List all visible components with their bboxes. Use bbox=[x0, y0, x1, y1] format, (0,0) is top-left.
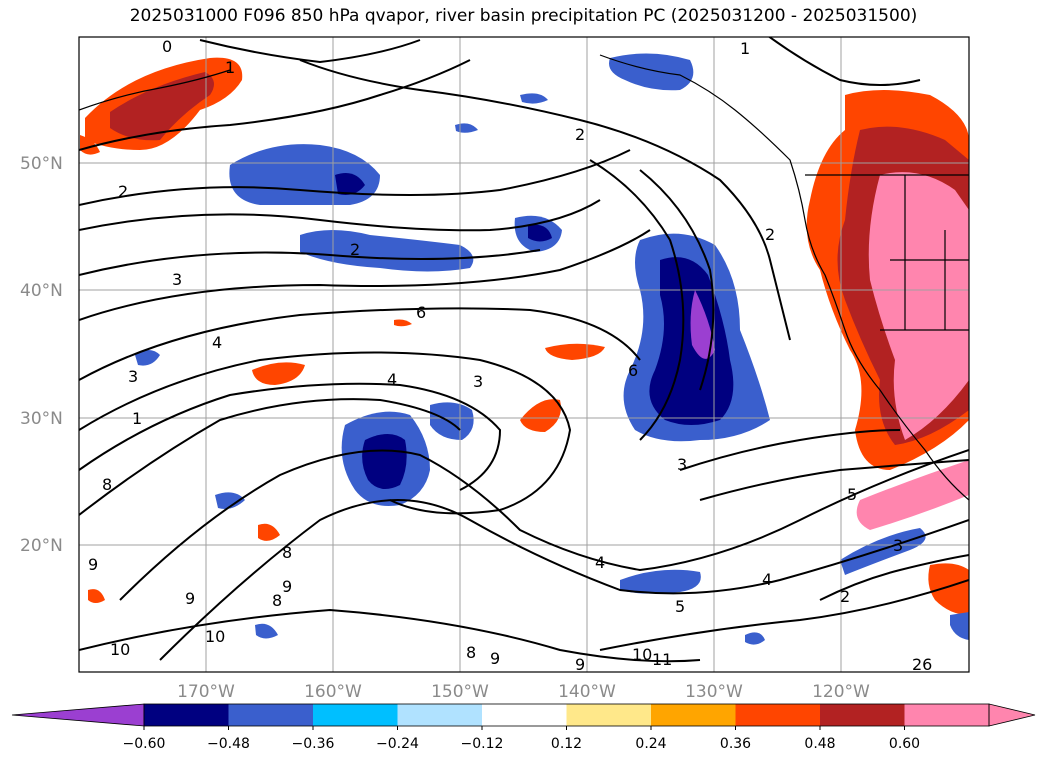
colorbar-segment bbox=[651, 704, 736, 726]
contour-label: 4 bbox=[762, 570, 772, 589]
coastlines bbox=[79, 54, 969, 501]
contour-label: 2 bbox=[840, 587, 850, 606]
contour-label: 2 bbox=[118, 182, 128, 201]
contour-label: 9 bbox=[185, 589, 195, 608]
contour-label: 1 bbox=[740, 39, 750, 58]
contour-label: 4 bbox=[212, 333, 222, 352]
contour-label: 9 bbox=[490, 649, 500, 668]
colorbar-max-arrow bbox=[988, 703, 1036, 727]
colorbar-tick-label: −0.12 bbox=[461, 736, 504, 752]
lat-label: 40°N bbox=[20, 281, 63, 301]
contour-label: 6 bbox=[416, 303, 426, 322]
contour-label: 9 bbox=[282, 577, 292, 596]
contour-label: 3 bbox=[677, 455, 687, 474]
map-panel: 0 1 1 2 2 2 2 3 3 3 4 4 6 6 3 4 5 5 4 3 … bbox=[79, 37, 969, 674]
contour-label: 2 bbox=[575, 125, 585, 144]
contour-label: 5 bbox=[675, 597, 685, 616]
colorbar-min-arrow bbox=[11, 703, 145, 727]
contour-label: 9 bbox=[575, 655, 585, 674]
colorbar: −0.60 −0.48 −0.36 −0.24 −0.12 0.12 0.24 0.36 0.4… bbox=[11, 703, 1036, 752]
contour-label: 8 bbox=[282, 543, 292, 562]
colorbar-segment bbox=[313, 704, 398, 726]
lat-label: 50°N bbox=[20, 154, 63, 174]
colorbar-segment bbox=[228, 704, 314, 726]
contour-label: 2 bbox=[350, 240, 360, 259]
qvapor-contours bbox=[79, 37, 969, 663]
colorbar-segment bbox=[904, 704, 990, 726]
lon-label: 130°W bbox=[685, 682, 743, 702]
colorbar-tick-label: 0.12 bbox=[551, 736, 582, 752]
colorbar-tick-label: 0.24 bbox=[635, 736, 666, 752]
colorbar-tick-label: 0.36 bbox=[720, 736, 751, 752]
contour-labels: 0 1 1 2 2 2 2 3 3 3 4 4 6 6 3 4 5 5 4 3 … bbox=[88, 37, 932, 674]
contour-label: 3 bbox=[172, 270, 182, 289]
contour-label: 6 bbox=[628, 361, 638, 380]
contour-label: 4 bbox=[595, 553, 605, 572]
contour-label: 0 bbox=[162, 37, 172, 56]
contour-label: 26 bbox=[912, 655, 932, 674]
contour-label: 10 bbox=[632, 645, 652, 664]
colorbar-segment bbox=[397, 704, 483, 726]
contour-label: 8 bbox=[102, 475, 112, 494]
lon-label: 160°W bbox=[304, 682, 362, 702]
map-title: 2025031000 F096 850 hPa qvapor, river ba… bbox=[129, 6, 918, 26]
contour-label: 4 bbox=[387, 370, 397, 389]
contour-label: 10 bbox=[110, 640, 130, 659]
lat-label: 30°N bbox=[20, 409, 63, 429]
colorbar-segment bbox=[566, 704, 652, 726]
colorbar-tick-label: −0.24 bbox=[376, 736, 419, 752]
lon-label: 150°W bbox=[431, 682, 489, 702]
lat-label: 20°N bbox=[20, 536, 63, 556]
colorbar-tick-label: 0.48 bbox=[804, 736, 835, 752]
lon-label: 120°W bbox=[812, 682, 870, 702]
contour-label: 10 bbox=[205, 627, 225, 646]
map-frame bbox=[78, 36, 970, 673]
contour-label: 9 bbox=[88, 555, 98, 574]
contour-label: 3 bbox=[128, 367, 138, 386]
colorbar-segment bbox=[144, 704, 229, 726]
contour-label: 1 bbox=[225, 58, 235, 77]
contour-label: 8 bbox=[466, 643, 476, 662]
colorbar-tick-label: −0.48 bbox=[207, 736, 250, 752]
precip-fields bbox=[80, 53, 969, 645]
longitude-labels: 170°W 160°W 150°W 140°W 130°W 120°W bbox=[177, 682, 870, 702]
contour-label: 3 bbox=[473, 372, 483, 391]
colorbar-tick-label: 0.60 bbox=[889, 736, 920, 752]
contour-label: 11 bbox=[652, 650, 672, 669]
lon-label: 170°W bbox=[177, 682, 235, 702]
colorbar-tick-label: −0.36 bbox=[292, 736, 335, 752]
colorbar-segment bbox=[735, 704, 821, 726]
lon-label: 140°W bbox=[558, 682, 616, 702]
latitude-labels: 50°N 40°N 30°N 20°N bbox=[20, 154, 63, 556]
contour-label: 5 bbox=[847, 485, 857, 504]
colorbar-segment bbox=[482, 704, 567, 726]
colorbar-tick-label: −0.60 bbox=[123, 736, 166, 752]
contour-label: 2 bbox=[765, 225, 775, 244]
colorbar-segment bbox=[820, 704, 905, 726]
contour-label: 1 bbox=[132, 409, 142, 428]
contour-label: 8 bbox=[272, 591, 282, 610]
contour-label: 3 bbox=[893, 536, 903, 555]
